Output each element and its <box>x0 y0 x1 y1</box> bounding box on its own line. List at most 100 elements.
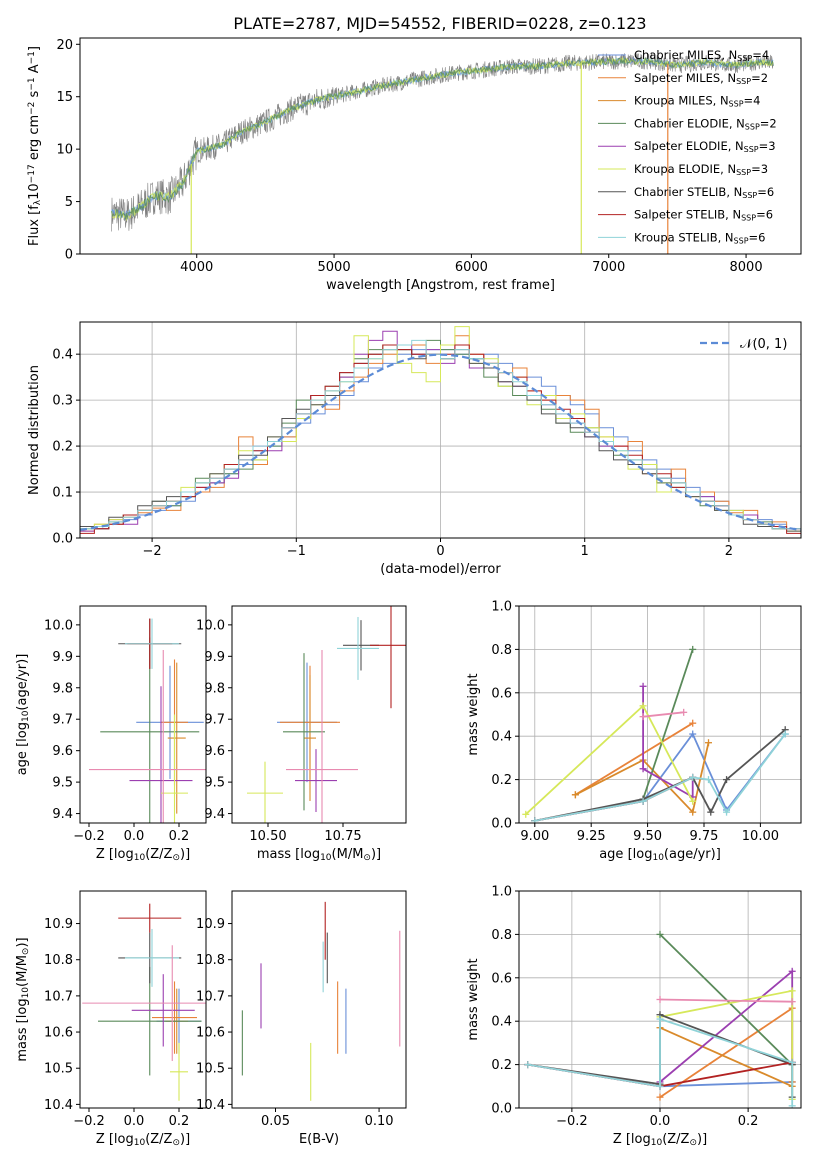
x-axis-label-part: 10 <box>320 853 332 863</box>
axes-frame <box>79 605 207 824</box>
error-bar <box>89 650 206 823</box>
error-bar <box>125 618 179 669</box>
y-tick-label: 9.5 <box>52 776 73 791</box>
x-axis-label: (data-model)/error <box>380 562 501 577</box>
plot-area <box>111 52 774 254</box>
axes-frame <box>79 890 207 1109</box>
y-tick-label: 9.8 <box>204 681 225 696</box>
x-axis-label-part: ⊙ <box>172 1138 180 1148</box>
x-axis-label-part: ⊙ <box>689 1138 697 1148</box>
x-axis-label-part: (Z/Z <box>145 847 172 862</box>
y-axis-label-part: (M/M <box>15 955 30 987</box>
normal-curve <box>80 353 801 531</box>
y-tick-label: 0.1 <box>52 486 73 501</box>
axes-spectrum: Chabrier MILES, NSSP=4 Salpeter MILES, NS… <box>27 37 802 293</box>
y-tick-label: 0.8 <box>491 928 512 943</box>
legend-label-main: Kroupa MILES, N <box>634 94 729 108</box>
plot-area <box>522 645 789 823</box>
axes-mass_age: 10.50 10.75 9.4 9.5 9.6 9.7 9.8 9.9 10.0 mass [lo… <box>196 605 407 863</box>
error-bar <box>161 714 188 823</box>
y-axis-label-part: ⊙ <box>21 948 31 956</box>
y-axis-label-part: 10 <box>21 987 31 999</box>
weight-line <box>643 711 684 718</box>
weight-line <box>642 686 694 799</box>
y-tick-label: 10.4 <box>44 1098 73 1113</box>
x-axis-label-part: (age/yr)] <box>664 847 721 862</box>
x-tick-label: −0.2 <box>556 1114 588 1129</box>
y-tick-label: 0 <box>65 248 73 263</box>
legend-label: 𝒩(0, 1) <box>740 337 787 352</box>
axes-z_age: −0.2 0.0 0.29.49.59.69.79.89.910.0Z [log10… <box>15 605 207 863</box>
error-bar <box>82 945 206 1061</box>
x-tick-label: 10.00 <box>742 829 779 844</box>
y-axis-label-part: age [log <box>15 722 30 775</box>
axes-frame <box>518 605 802 824</box>
legend-label: Chabrier ELODIE, NSSP=2 <box>634 116 777 131</box>
y-tick-label: 0.6 <box>491 971 512 986</box>
x-tick-label: −2 <box>143 544 162 559</box>
axes-residuals: 𝒩(0, 1) −2 −1 0 1 2 0.0 0.1 0.2 0.3 0.4 (data-model… <box>27 321 802 577</box>
legend-label: Chabrier MILES, NSSP=4 <box>634 48 769 63</box>
legend-label-sub: SSP <box>737 54 752 63</box>
legend-label: Kroupa STELIB, NSSP=6 <box>634 230 765 245</box>
legend-label-value: =2 <box>760 116 777 130</box>
x-tick-label: 0.0 <box>124 829 145 844</box>
x-axis-label-part: wavelength [Angstrom, rest frame] <box>326 278 555 293</box>
x-axis-label-part: Z [log <box>96 847 134 862</box>
axes-frame <box>231 605 407 824</box>
y-tick-label: 9.4 <box>52 807 73 822</box>
x-axis-label-part: ⊙ <box>172 853 180 863</box>
x-axis-label: mass [log10(M/M⊙)] <box>257 847 381 863</box>
weight-line <box>525 704 694 815</box>
y-tick-label: 10.0 <box>44 618 73 633</box>
y-tick-label: 9.9 <box>204 650 225 665</box>
y-tick-label: 10.5 <box>196 1062 225 1077</box>
x-axis-label-part: 10 <box>652 853 664 863</box>
x-tick-label: −0.2 <box>73 829 105 844</box>
x-axis-label-part: (data-model)/error <box>380 562 501 577</box>
y-axis-label: mass [log10(M/M⊙)] <box>15 937 31 1061</box>
x-axis-label: wavelength [Angstrom, rest frame] <box>326 278 555 293</box>
plot-area <box>80 326 801 534</box>
weight-line <box>659 933 793 1066</box>
y-axis-label-part: −2 <box>27 102 37 115</box>
y-axis-label-part: s <box>27 90 42 101</box>
y-tick-label: 10.4 <box>196 1098 225 1113</box>
error-bar <box>295 749 337 812</box>
y-tick-label: 0.4 <box>52 348 73 363</box>
legend-label-main: Chabrier ELODIE, N <box>634 116 745 130</box>
error-bar <box>370 606 406 709</box>
x-axis-label-part: Z [log <box>96 1132 134 1147</box>
y-axis-label-part: mass [log <box>15 998 30 1061</box>
y-tick-label: 10.8 <box>196 953 225 968</box>
x-axis-label-part: 10 <box>651 1138 663 1148</box>
x-tick-label: 0 <box>436 544 444 559</box>
y-tick-label: 0.2 <box>52 440 73 455</box>
x-axis-label-part: (M/M <box>332 847 364 862</box>
x-tick-label: 2 <box>725 544 733 559</box>
axes-frame <box>79 37 802 255</box>
legend-label: Kroupa ELODIE, NSSP=3 <box>634 162 768 177</box>
error-bar <box>131 974 195 1047</box>
x-axis-label-part: (Z/Z <box>145 1132 172 1147</box>
y-tick-label: 10.6 <box>196 1026 225 1041</box>
legend-label-sub: SSP <box>734 236 749 245</box>
error-bar <box>129 686 193 823</box>
y-tick-label: 9.7 <box>52 713 73 728</box>
x-tick-label: 9.75 <box>690 829 719 844</box>
y-tick-label: 0.8 <box>491 643 512 658</box>
legend-label-main: Kroupa ELODIE, N <box>634 162 736 176</box>
y-tick-label: 9.6 <box>52 744 73 759</box>
y-tick-label: 10 <box>56 143 73 158</box>
legend-label-main: Salpeter ELODIE, N <box>634 139 744 153</box>
error-bar <box>283 653 325 811</box>
y-axis-label: mass weight <box>466 673 481 755</box>
legend-label: Chabrier STELIB, NSSP=6 <box>634 185 774 200</box>
x-axis-label: Z [log10(Z/Z⊙)] <box>96 1132 190 1148</box>
x-axis-label: Z [log10(Z/Z⊙)] <box>613 1132 707 1148</box>
legend-label: Salpeter MILES, NSSP=2 <box>634 71 768 86</box>
legend-label: Salpeter ELODIE, NSSP=3 <box>634 139 776 154</box>
y-axis-label-part: mass weight <box>466 673 481 755</box>
y-axis-label-part: −17 <box>27 164 37 183</box>
